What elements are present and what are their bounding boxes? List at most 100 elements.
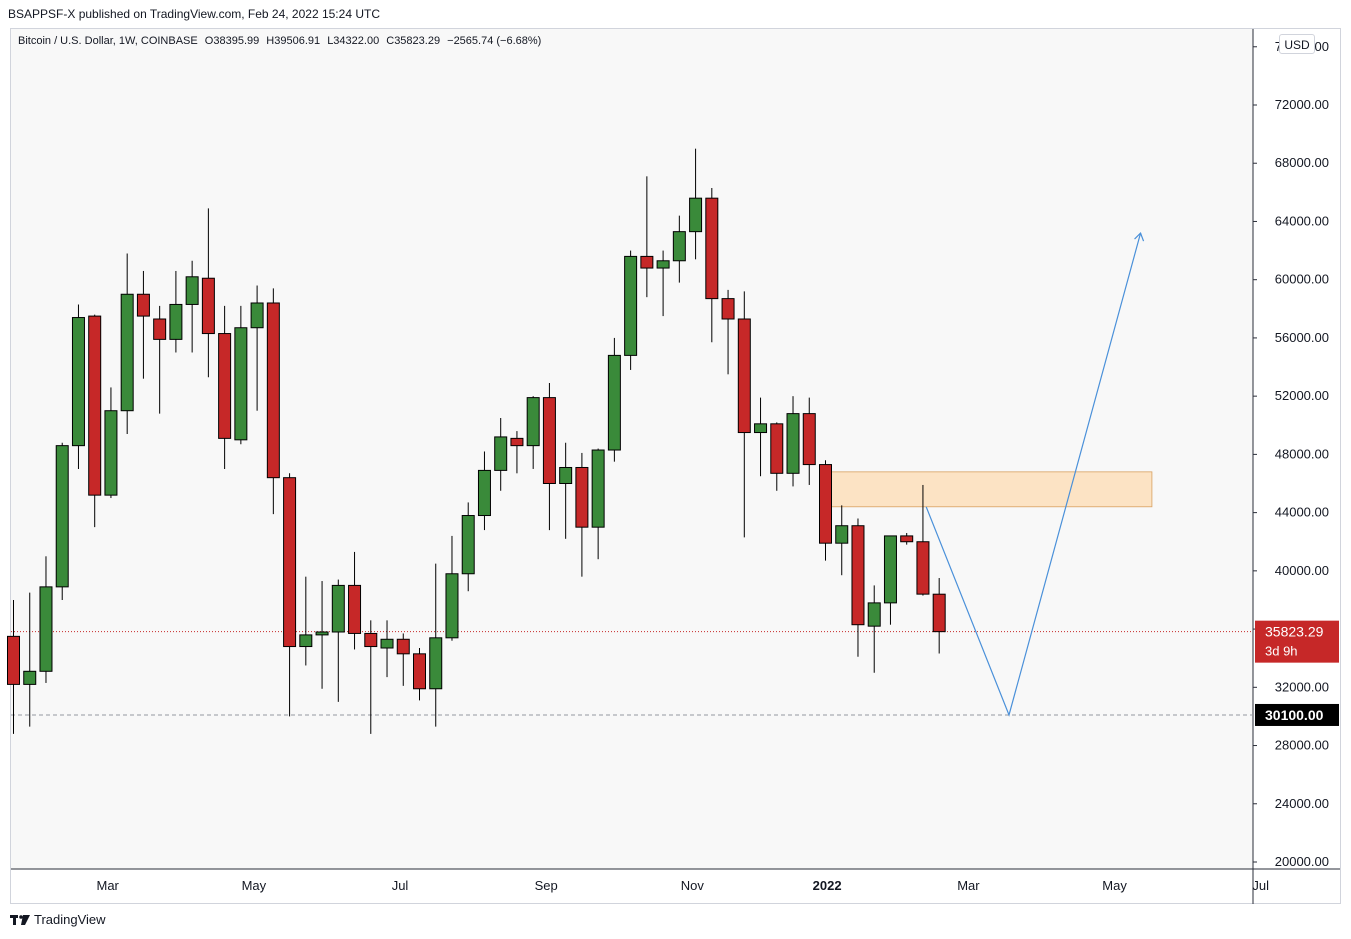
target-price-label: 30100.00 — [1265, 707, 1324, 723]
x-tick-label: Mar — [957, 878, 980, 893]
candle-up — [607, 354, 621, 451]
candle-up — [883, 535, 897, 604]
candle-up — [477, 469, 491, 517]
candle-up — [672, 231, 686, 262]
high-value: H39506.91 — [266, 35, 321, 47]
y-tick-label: 68000.00 — [1275, 155, 1329, 170]
y-tick-label: 40000.00 — [1275, 563, 1329, 578]
candle-down — [283, 477, 297, 648]
candle-up — [234, 327, 248, 441]
candle-down — [802, 413, 816, 466]
x-tick-label: Jul — [1252, 878, 1269, 893]
candle-up — [39, 586, 53, 672]
y-tick-label: 32000.00 — [1275, 679, 1329, 694]
projection-path — [925, 232, 1142, 717]
candle-down — [575, 466, 589, 528]
candle-down — [266, 302, 280, 479]
candle-down — [542, 397, 556, 484]
candle-down — [851, 525, 865, 626]
x-tick-label: Sep — [535, 878, 558, 893]
candle-up — [689, 197, 703, 233]
candle-up — [55, 445, 69, 588]
countdown-label: 3d 9h — [1265, 644, 1298, 659]
candle-down — [413, 653, 426, 690]
x-tick-label: Jul — [392, 878, 409, 893]
x-tick-label: May — [242, 878, 267, 893]
symbol-legend: Bitcoin / U.S. Dollar, 1W, COINBASE O383… — [18, 35, 545, 47]
x-tick-label: 2022 — [813, 878, 842, 893]
y-tick-label: 20000.00 — [1275, 854, 1329, 869]
published-byline: BSAPPSF-X published on TradingView.com, … — [8, 7, 380, 21]
candle-up — [591, 449, 605, 528]
candle-down — [7, 635, 20, 685]
demand-zone — [829, 471, 1153, 508]
candle-up — [494, 436, 508, 471]
candle-up — [23, 670, 37, 685]
candle-down — [705, 197, 719, 300]
current-price-tag — [1255, 620, 1339, 663]
candle-up — [71, 317, 85, 447]
change-value: −2565.74 (−6.68%) — [447, 35, 542, 47]
candle-down — [770, 423, 784, 474]
y-tick-label: 48000.00 — [1275, 446, 1329, 461]
candle-up — [559, 466, 573, 485]
candle-up — [299, 634, 313, 648]
x-tick-label: Mar — [96, 878, 119, 893]
candle-up — [867, 602, 881, 627]
x-tick-label: Nov — [681, 878, 705, 893]
target-price-tag — [1255, 703, 1339, 726]
currency-button[interactable]: USD — [1279, 34, 1315, 54]
candle-down — [201, 277, 215, 335]
candle-up — [380, 638, 394, 649]
plot-area — [11, 29, 1253, 869]
candle-up — [526, 397, 540, 447]
open-value: O38395.99 — [204, 35, 260, 47]
candle-up — [835, 525, 849, 544]
candle-down — [136, 293, 150, 317]
candle-up — [461, 515, 475, 575]
candle-up — [429, 637, 443, 690]
candle-up — [250, 302, 264, 329]
tradingview-logo-icon — [10, 914, 30, 925]
candle-up — [656, 260, 670, 269]
candle-down — [88, 315, 102, 496]
y-tick-label: 72000.00 — [1275, 97, 1329, 112]
candle-up — [445, 573, 459, 639]
candle-down — [819, 464, 832, 544]
candle-down — [364, 632, 378, 648]
footer-brand: TradingView — [10, 912, 106, 927]
y-tick-label: 64000.00 — [1275, 213, 1329, 228]
candle-down — [737, 318, 751, 434]
y-tick-label: 52000.00 — [1275, 388, 1329, 403]
candle-down — [348, 584, 362, 634]
candle-down — [640, 255, 654, 269]
candle-down — [932, 593, 946, 633]
candle-down — [153, 318, 167, 340]
candle-up — [754, 423, 768, 434]
candle-down — [218, 333, 232, 439]
candle-down — [916, 541, 930, 595]
low-value: L34322.00 — [327, 35, 380, 47]
current-price-label: 35823.29 — [1265, 624, 1324, 640]
candle-up — [104, 410, 118, 496]
y-tick-label: 56000.00 — [1275, 330, 1329, 345]
candle-up — [786, 413, 800, 474]
projection-arrowhead — [1134, 232, 1145, 242]
candle-down — [396, 638, 410, 655]
candle-down — [721, 298, 735, 320]
y-tick-label: 44000.00 — [1275, 505, 1329, 520]
candle-down — [900, 535, 914, 543]
candle-down — [510, 437, 524, 447]
close-value: C35823.29 — [386, 35, 441, 47]
x-tick-label: May — [1102, 878, 1127, 893]
candle-up — [315, 631, 329, 636]
candle-up — [624, 255, 638, 356]
y-tick-label: 60000.00 — [1275, 272, 1329, 287]
brand-name: TradingView — [34, 912, 106, 927]
y-tick-label: 24000.00 — [1275, 796, 1329, 811]
candle-up — [331, 584, 345, 633]
candle-up — [120, 293, 134, 412]
candle-up — [185, 276, 199, 305]
y-tick-label: 28000.00 — [1275, 738, 1329, 753]
